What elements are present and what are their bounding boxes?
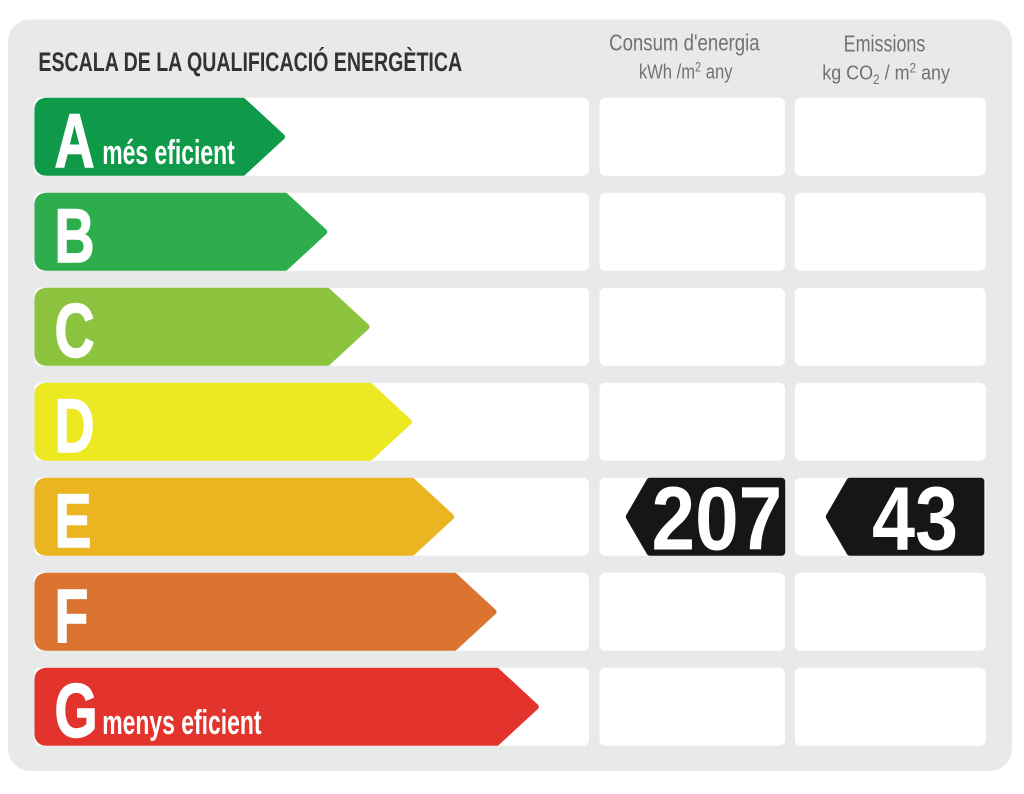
- svg-text:B: B: [54, 194, 94, 279]
- svg-text:kg CO2 / m2 any: kg CO2 / m2 any: [822, 61, 950, 87]
- svg-text:kWh /m2 any: kWh /m2 any: [639, 59, 733, 82]
- svg-text:C: C: [54, 289, 94, 374]
- svg-text:207: 207: [652, 468, 783, 568]
- svg-text:E: E: [54, 479, 91, 564]
- svg-text:A: A: [54, 99, 94, 184]
- svg-text:F: F: [54, 574, 88, 659]
- svg-text:43: 43: [872, 468, 958, 569]
- svg-text:ESCALA DE LA QUALIFICACIÓ ENER: ESCALA DE LA QUALIFICACIÓ ENERGÈTICA: [38, 46, 462, 77]
- svg-text:més eficient: més eficient: [102, 134, 235, 172]
- svg-text:Emissions: Emissions: [844, 31, 926, 57]
- svg-text:menys eficient: menys eficient: [102, 704, 261, 742]
- svg-text:Consum d'energia: Consum d'energia: [609, 31, 760, 56]
- svg-text:G: G: [54, 669, 97, 754]
- svg-text:D: D: [54, 384, 94, 469]
